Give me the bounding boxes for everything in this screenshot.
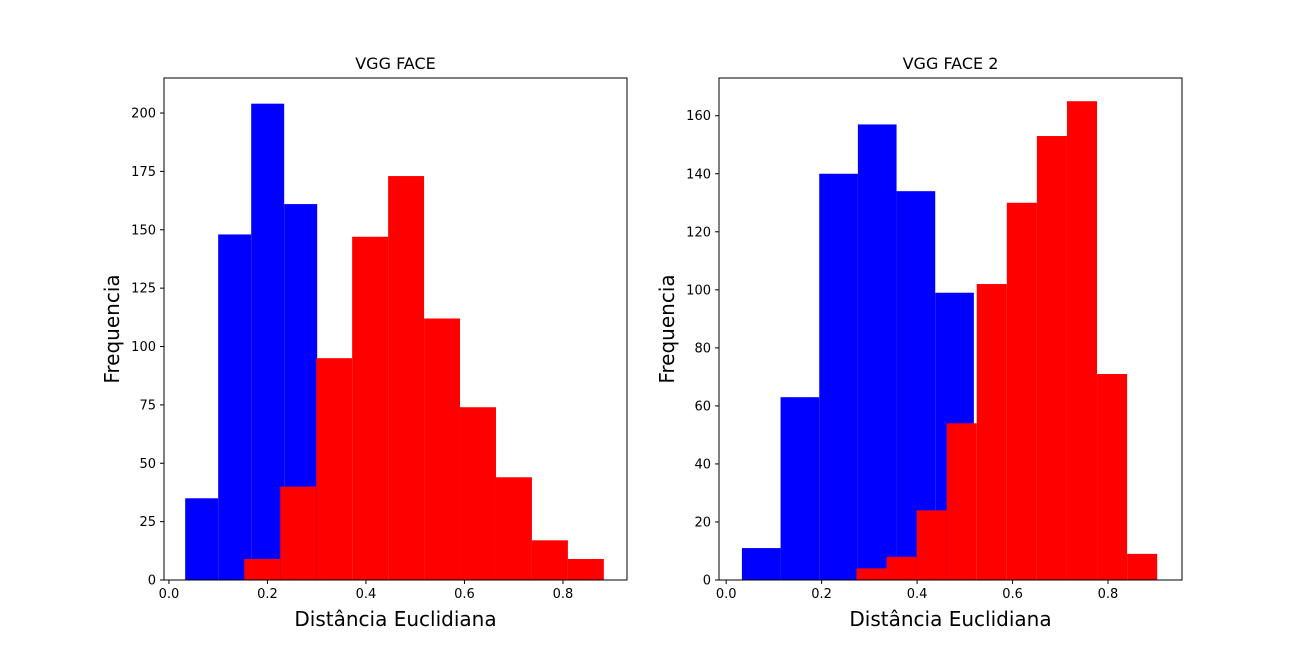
x-tick-label: 0.0 <box>159 587 180 602</box>
x-tick-label: 0.0 <box>716 587 737 602</box>
histogram-bar <box>280 486 317 580</box>
x-tick-label: 0.4 <box>356 587 377 602</box>
y-tick-label: 0 <box>148 574 156 589</box>
histogram-bar <box>218 234 252 580</box>
y-tick-label: 40 <box>694 457 711 472</box>
y-tick-label: 100 <box>686 283 711 298</box>
chart-title: VGG FACE 2 <box>903 54 999 73</box>
histogram-bar <box>495 477 532 580</box>
y-tick-label: 160 <box>686 109 711 124</box>
y-axis-label: Frequencia <box>100 274 124 383</box>
y-tick-label: 75 <box>139 398 156 413</box>
y-tick-label: 100 <box>131 340 156 355</box>
red-series <box>856 101 1158 581</box>
red-series <box>244 176 604 580</box>
histogram-bar <box>352 236 389 580</box>
histogram-bar <box>976 284 1007 580</box>
histogram-bar <box>424 318 461 580</box>
y-tick-label: 120 <box>686 225 711 240</box>
chart-1: 0.0 0.2 0.4 0.6 0.8 0 25 50 75 100 125 150 175 200 VGG… <box>100 54 628 631</box>
y-tick-label: 150 <box>131 223 156 238</box>
histogram-bar <box>856 568 887 580</box>
histogram-bar <box>531 540 568 580</box>
x-tick-label: 0.6 <box>454 587 475 602</box>
histogram-bar <box>1006 202 1037 580</box>
histogram-bar <box>819 173 858 580</box>
histogram-bar <box>185 498 219 580</box>
x-tick-label: 0.6 <box>1002 587 1023 602</box>
y-tick-label: 60 <box>694 399 711 414</box>
x-axis-label: Distância Euclidiana <box>294 607 496 631</box>
histogram-bar <box>857 124 897 581</box>
chart-2: 0.0 0.2 0.4 0.6 0.8 0 20 40 60 80 100 120 140 160 VGG … <box>655 54 1183 631</box>
plot-frame <box>718 77 1183 581</box>
histogram-bar <box>916 510 947 580</box>
y-tick-label: 20 <box>694 515 711 530</box>
histogram-bar <box>946 423 977 580</box>
histogram-bar <box>567 558 604 580</box>
histogram-bar <box>1066 101 1098 581</box>
histogram-bar <box>388 176 425 580</box>
y-tick-label: 0 <box>703 574 711 589</box>
histogram-bar <box>460 407 496 580</box>
histogram-bar <box>1127 553 1158 580</box>
x-tick-label: 0.2 <box>257 587 278 602</box>
y-tick-label: 175 <box>131 165 156 180</box>
x-tick-label: 0.4 <box>907 587 928 602</box>
chart-title: VGG FACE <box>355 54 436 73</box>
x-tick-label: 0.8 <box>553 587 574 602</box>
y-axis-label: Frequencia <box>655 274 679 383</box>
histogram-bar <box>1036 136 1067 580</box>
x-axis-label: Distância Euclidiana <box>849 607 1051 631</box>
histogram-bar <box>1097 373 1128 580</box>
plot-frame <box>163 77 628 581</box>
y-tick-label: 80 <box>694 341 711 356</box>
y-tick-label: 140 <box>686 167 711 182</box>
y-tick-label: 200 <box>131 107 156 122</box>
x-tick-label: 0.8 <box>1098 587 1119 602</box>
y-tick-label: 50 <box>139 457 156 472</box>
x-tick-label: 0.2 <box>811 587 832 602</box>
histogram-bar <box>886 556 917 580</box>
y-tick-label: 25 <box>139 515 156 530</box>
histogram-bar <box>251 103 285 581</box>
histogram-bar <box>780 397 820 580</box>
histogram-bar <box>741 548 781 580</box>
y-tick-label: 125 <box>131 282 156 297</box>
histogram-bar <box>316 358 353 580</box>
histogram-bar <box>244 558 281 580</box>
